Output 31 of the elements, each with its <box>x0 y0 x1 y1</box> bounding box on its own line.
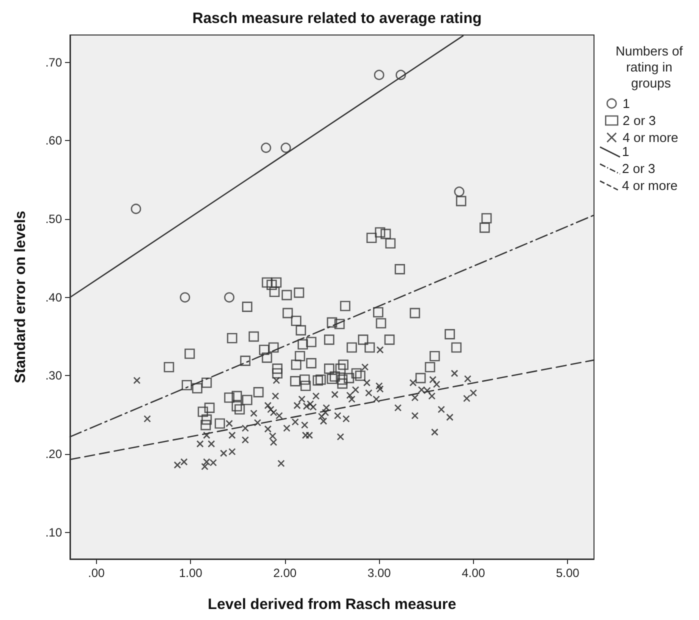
y-tick-label: .30 <box>45 368 62 383</box>
y-tick-label: .10 <box>45 525 62 540</box>
y-axis-title: Standard error on levels <box>12 210 29 384</box>
legend-label: 4 or more <box>622 130 678 145</box>
point <box>280 142 291 153</box>
point <box>374 70 384 80</box>
y-tick-label: .20 <box>45 447 62 462</box>
legend-label: 1 <box>622 144 630 159</box>
x-tick-label: 2.00 <box>273 566 297 580</box>
y-tick-label: .40 <box>45 290 62 304</box>
point <box>180 292 190 303</box>
point <box>260 142 272 153</box>
legend-label: 2 or 3 <box>622 161 656 176</box>
point <box>396 70 406 80</box>
y-tick-label: .60 <box>45 134 62 148</box>
x-tick-label: 3.00 <box>367 566 392 580</box>
y-tick-label: .50 <box>45 212 62 226</box>
legend-label: 1 <box>622 96 630 111</box>
legend-label: 2 or 3 <box>622 113 656 128</box>
x-axis-title: Level derived from Rasch measure <box>208 596 456 613</box>
x-tick-label: 5.00 <box>556 566 580 580</box>
legend-label: 4 or more <box>622 178 678 193</box>
x-tick-label: 1.00 <box>178 566 203 580</box>
point <box>130 204 142 214</box>
point <box>224 292 234 303</box>
point <box>454 186 464 197</box>
x-tick-label: .00 <box>88 566 106 580</box>
legend-title: Numbers of rating in groups <box>616 44 686 90</box>
y-tick-label: .70 <box>45 55 62 70</box>
chart-title: Rasch measure related to average rating <box>192 10 482 27</box>
x-tick-label: 4.00 <box>462 566 486 580</box>
